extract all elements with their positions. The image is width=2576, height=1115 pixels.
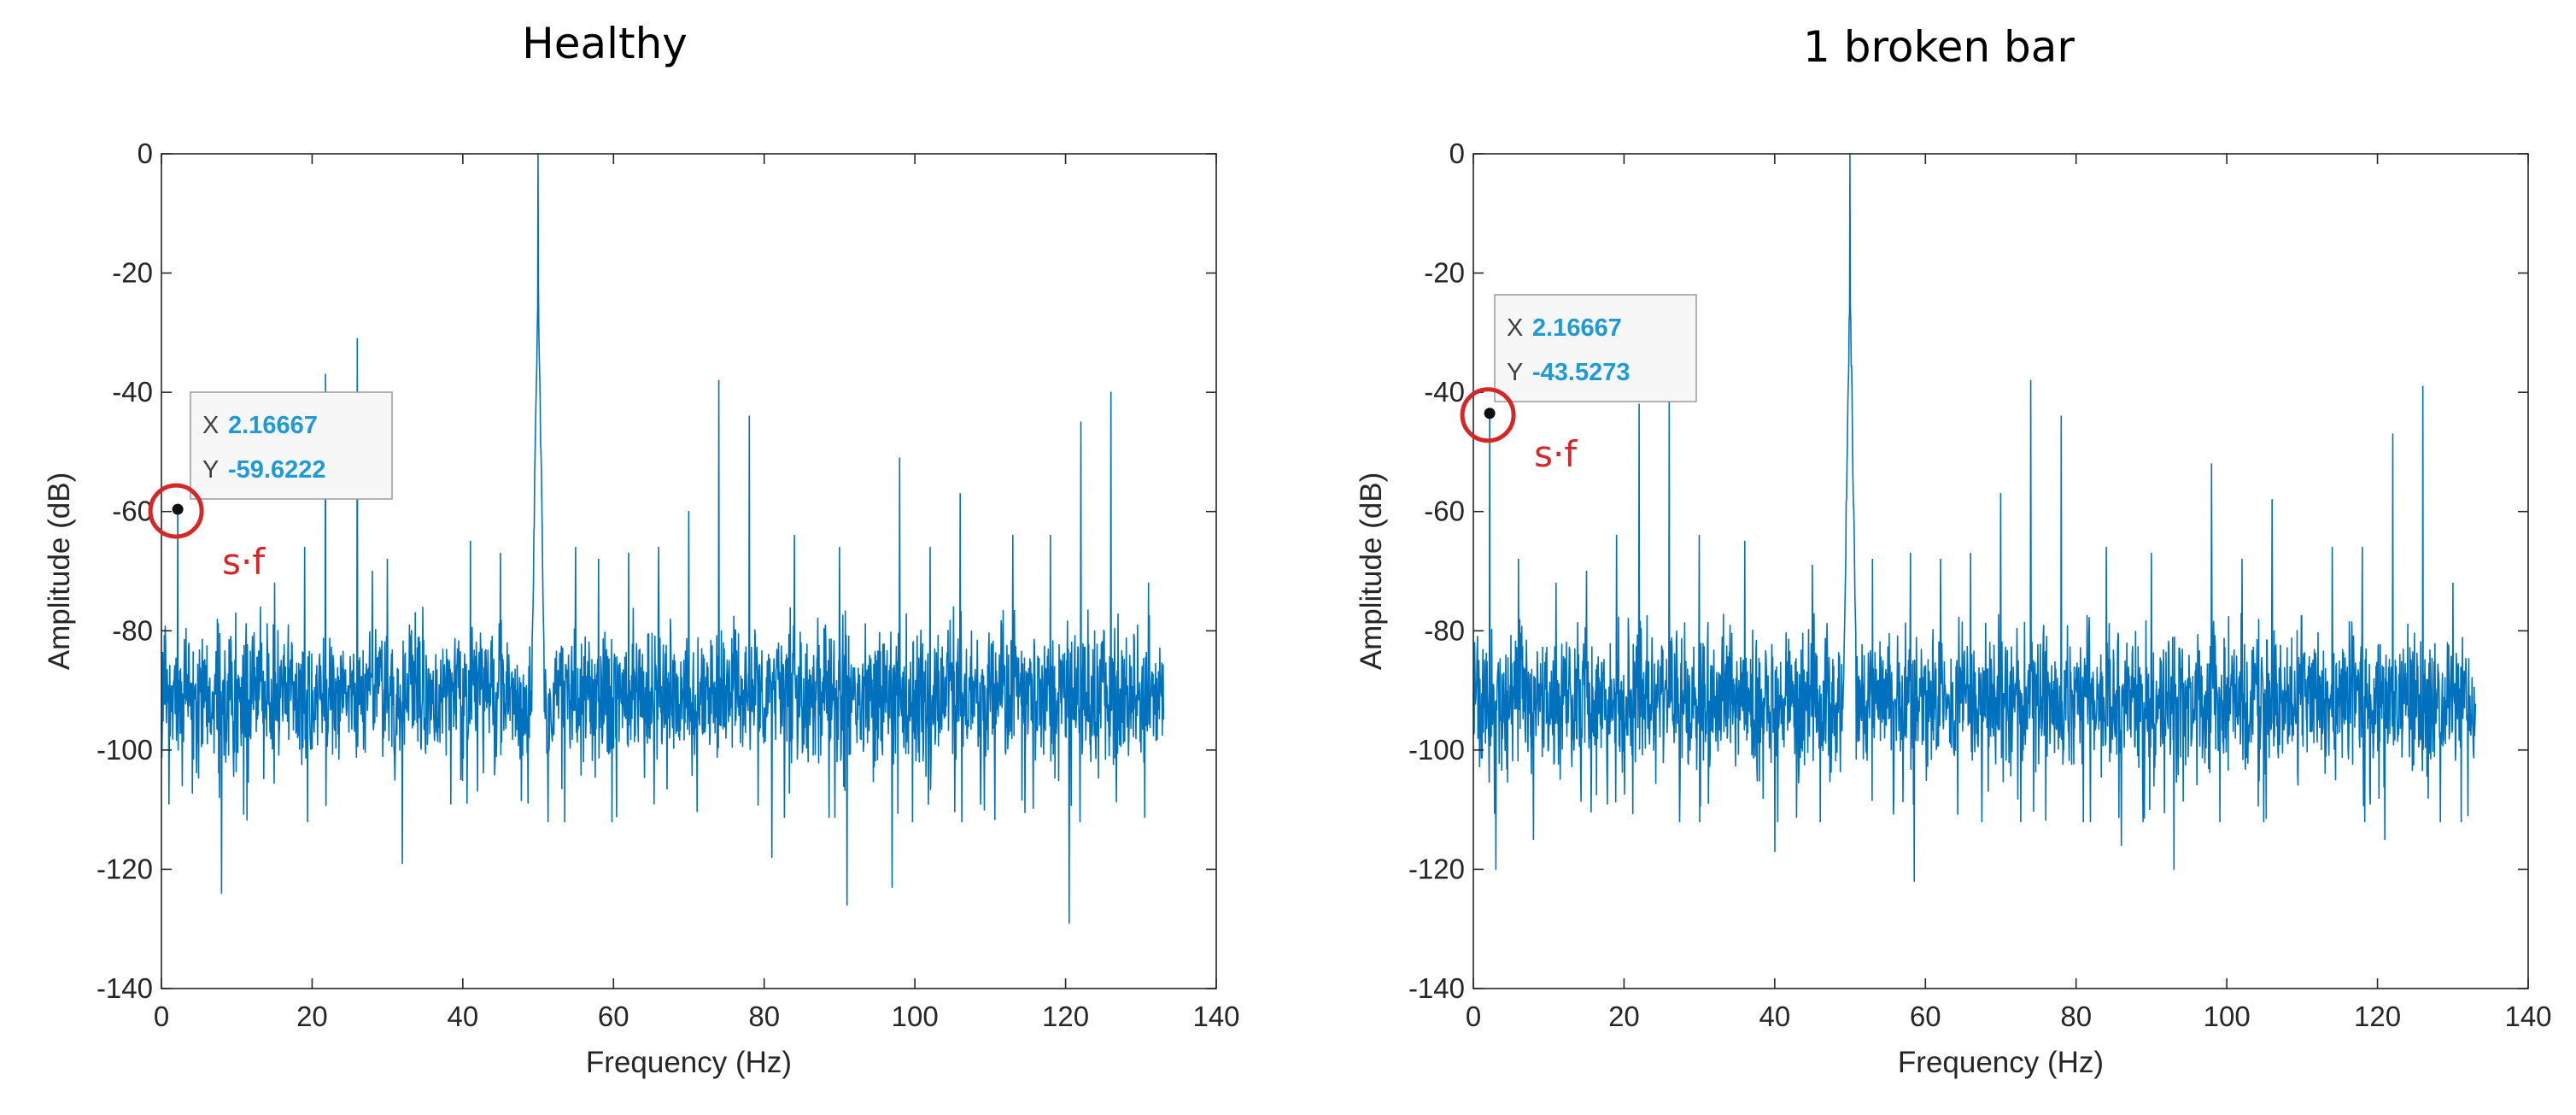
data-tip-y-value: -59.6222 — [228, 456, 326, 484]
chart-title: Healthy — [522, 19, 688, 68]
x-axis-label: Frequency (Hz) — [1898, 1046, 2104, 1079]
y-tick-label: 0 — [1449, 138, 1465, 169]
data-tip[interactable]: X 2.16667 Y -43.5273 — [1484, 294, 1697, 420]
y-tick-label: -40 — [112, 376, 153, 408]
chart-1: Healthy 0 20 40 60 80 100 120 140 0 -20 -40 -60 -80 -1… — [43, 19, 1240, 1079]
highlight-circle — [148, 483, 204, 539]
data-tip-marker[interactable] — [1484, 408, 1496, 420]
y-tick-label: -20 — [1424, 257, 1465, 289]
y-tick-label: -80 — [1424, 614, 1465, 646]
data-tip-box — [1494, 294, 1697, 402]
x-axis-label: Frequency (Hz) — [586, 1046, 792, 1079]
x-tick-label: 40 — [1759, 1001, 1790, 1032]
x-tick-label: 120 — [1042, 1001, 1089, 1032]
y-tick-label: -120 — [1408, 853, 1465, 884]
chart-title: 1 broken bar — [1803, 22, 2075, 72]
annotation-sf: s·f — [1534, 433, 1578, 475]
x-tick-label: 0 — [1466, 1001, 1481, 1032]
x-tick-label: 140 — [2504, 1001, 2551, 1032]
x-tick-label: 40 — [447, 1001, 478, 1032]
y-tick-label: -140 — [97, 972, 153, 1004]
axes-box — [1472, 153, 2529, 989]
data-tip-x-label: X — [1507, 314, 1523, 342]
y-axis-label: Amplitude (dB) — [1355, 472, 1388, 670]
data-tip-y-label: Y — [202, 456, 219, 484]
y-axis-label: Amplitude (dB) — [43, 472, 76, 670]
annotation-sf: s·f — [222, 541, 266, 583]
y-tick-label: -60 — [112, 496, 153, 527]
x-tick-label: 60 — [598, 1001, 629, 1032]
x-tick-label: 120 — [2354, 1001, 2401, 1032]
x-tick-label: 100 — [892, 1001, 939, 1032]
x-tick-label: 100 — [2204, 1001, 2251, 1032]
y-tick-label: 0 — [138, 138, 153, 169]
spectrum-series-line — [161, 153, 1165, 924]
x-tick-label: 80 — [2060, 1001, 2092, 1032]
y-tick-label: -60 — [1424, 496, 1465, 527]
y-tick-label: -40 — [1424, 376, 1465, 408]
x-tick-label: 0 — [154, 1001, 169, 1032]
x-tick-label: 60 — [1910, 1001, 1941, 1032]
axes-box — [161, 153, 1217, 989]
y-tick-label: -20 — [112, 257, 153, 289]
y-tick-label: -80 — [112, 614, 153, 646]
data-tip-x-value: 2.16667 — [1532, 314, 1622, 342]
data-tip-y-value: -43.5273 — [1532, 359, 1630, 386]
x-tick-label: 140 — [1192, 1001, 1239, 1032]
highlight-circle — [1460, 387, 1516, 443]
y-tick-label: -100 — [1408, 734, 1465, 766]
data-tip-y-label: Y — [1507, 359, 1523, 386]
spectrum-series-line — [1472, 153, 2477, 883]
y-tick-label: -140 — [1408, 972, 1465, 1004]
data-tip-x-value: 2.16667 — [228, 412, 318, 439]
x-tick-label: 20 — [296, 1001, 328, 1032]
data-tip-box — [190, 391, 393, 500]
data-tip-marker[interactable] — [172, 503, 184, 515]
y-tick-label: -120 — [97, 853, 153, 884]
chart-2: 1 broken bar 0 20 40 60 80 100 120 140 0 -20 -40 -60… — [1355, 22, 2552, 1079]
data-tip[interactable]: X 2.16667 Y -59.6222 — [172, 391, 393, 515]
x-tick-label: 80 — [748, 1001, 780, 1032]
x-tick-label: 20 — [1608, 1001, 1640, 1032]
y-tick-label: -100 — [97, 734, 153, 766]
data-tip-x-label: X — [202, 412, 219, 439]
